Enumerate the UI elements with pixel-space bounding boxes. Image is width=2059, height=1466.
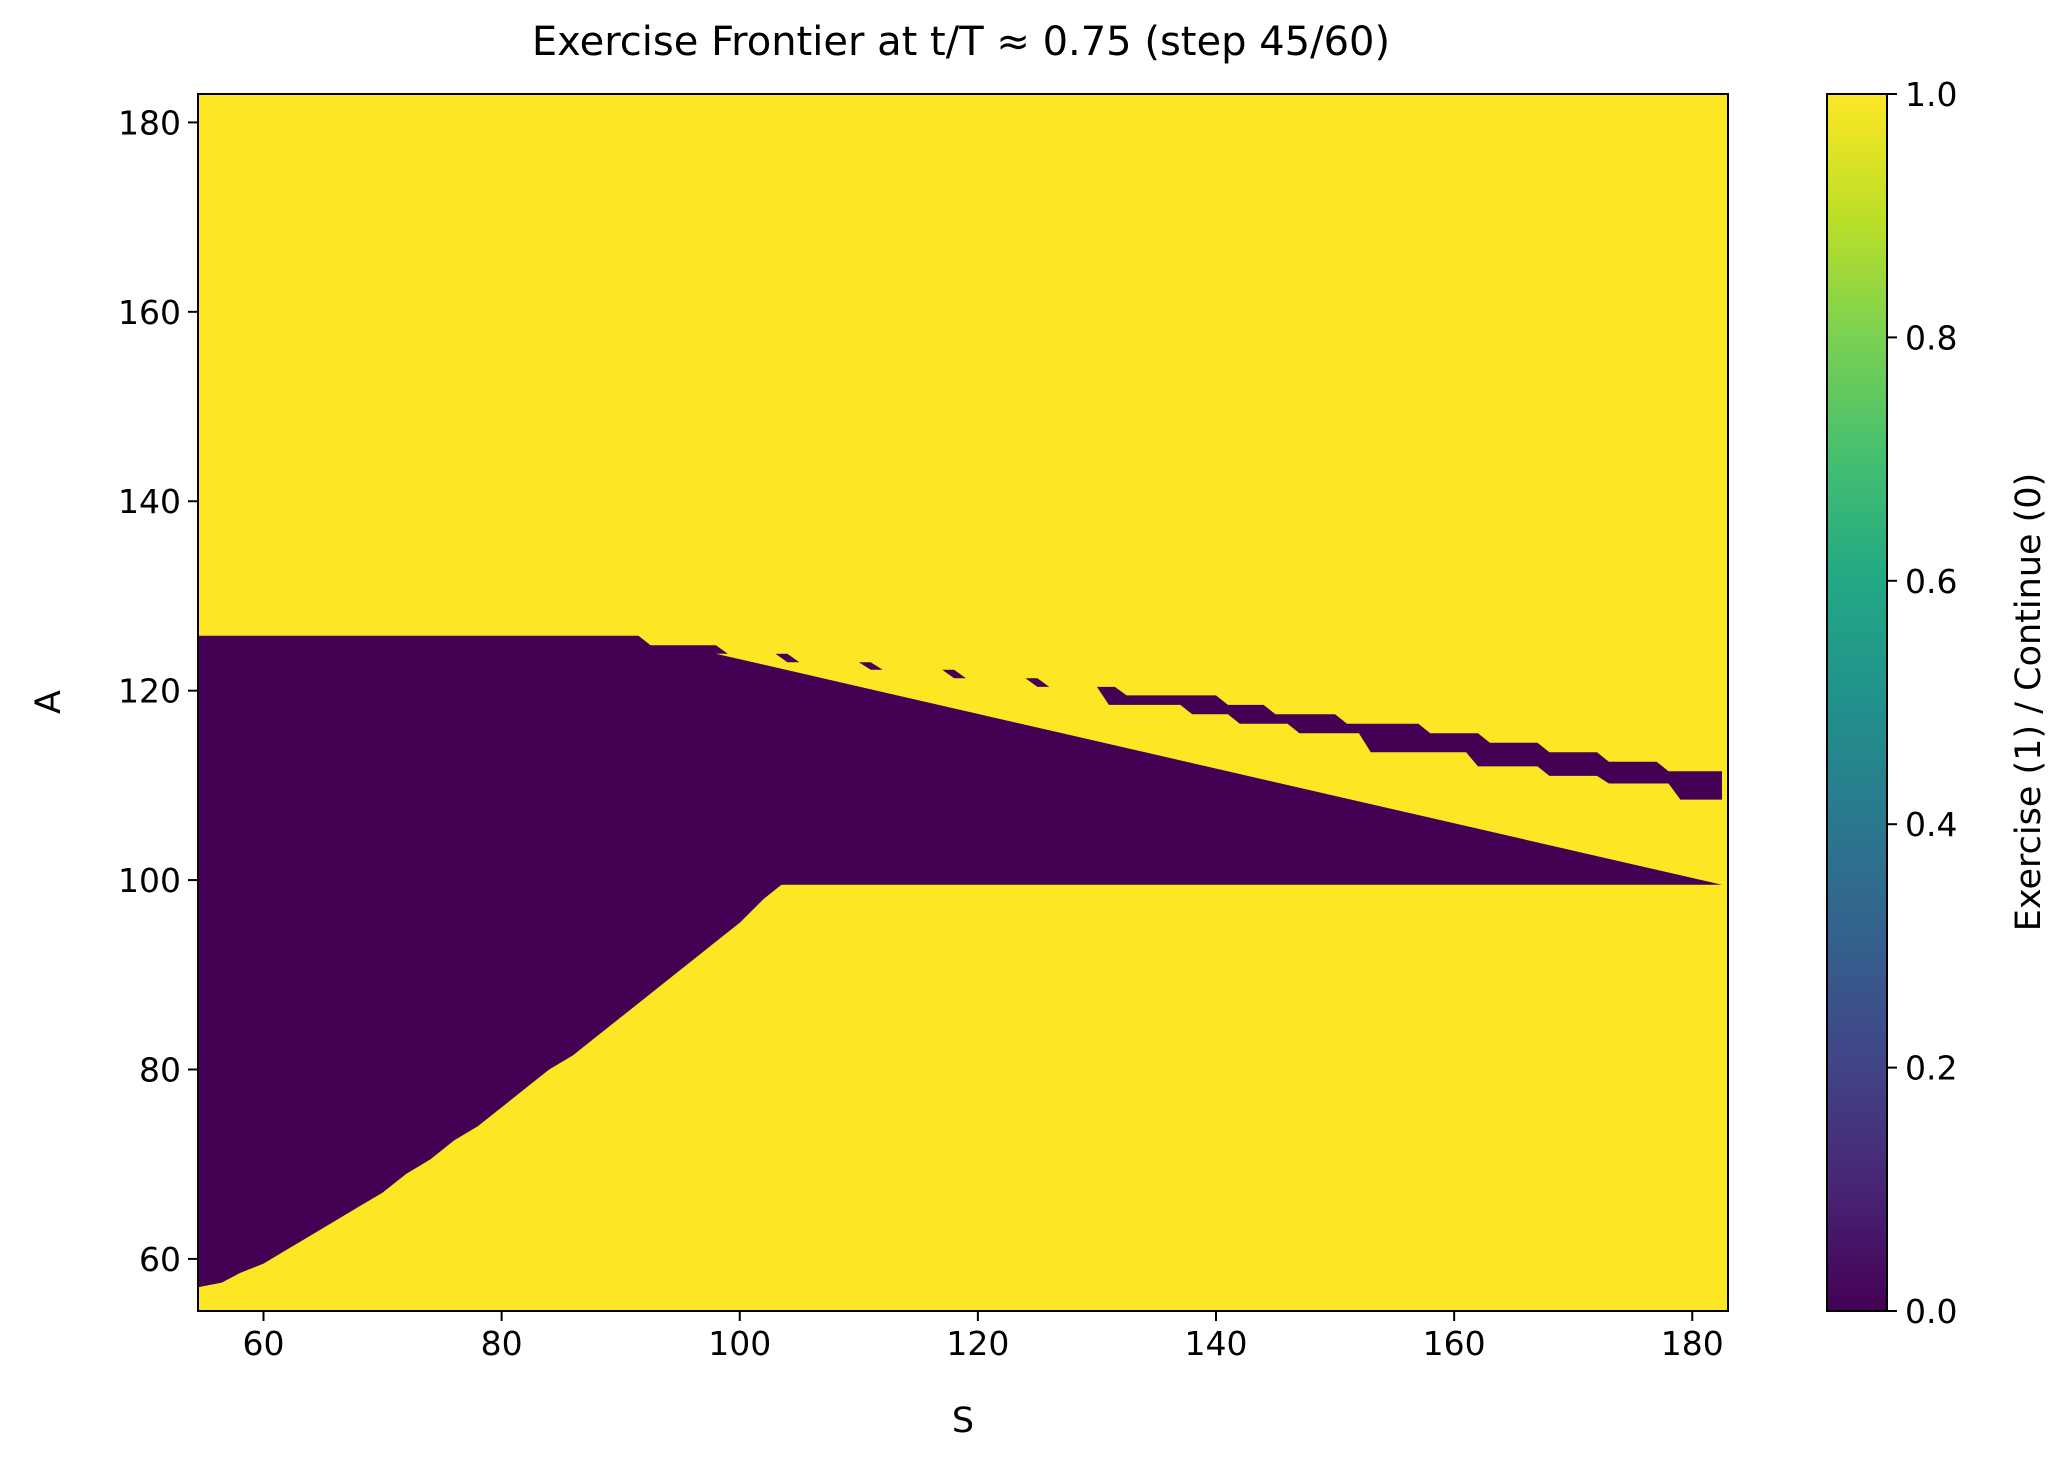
x-tick-label: 140 [1185,1324,1248,1363]
x-tick-label: 60 [242,1324,284,1363]
x-tick-label: 120 [946,1324,1009,1363]
y-tick-label: 180 [118,103,181,142]
chart-title: Exercise Frontier at t/T ≈ 0.75 (step 45… [532,19,1390,65]
x-axis-label: S [952,1401,974,1441]
colorbar-ticks: 0.0 0.2 0.4 0.6 0.8 1.0 [1887,75,1957,1331]
plot-area [197,93,1729,1312]
plot-frame [197,93,1729,1312]
colorbar-tick-label: 0.4 [1905,805,1957,844]
x-tick-label: 180 [1661,1324,1724,1363]
y-tick-label: 160 [118,293,181,332]
y-tick-label: 120 [118,672,181,711]
continue-region [198,635,1722,1288]
y-axis: 60 80 100 120 140 160 180 [118,103,198,1279]
colorbar: 0.0 0.2 0.4 0.6 0.8 1.0 Exercise (1) / Contin… [1826,75,2049,1331]
colorbar-tick-label: 0.2 [1905,1049,1957,1088]
y-axis-label: A [29,690,69,714]
y-tick-label: 100 [118,861,181,900]
x-tick-label: 80 [481,1324,523,1363]
colorbar-tick-label: 0.0 [1905,1292,1957,1331]
colorbar-tick-label: 0.8 [1905,318,1957,357]
y-tick-label: 140 [118,482,181,521]
colorbar-label: Exercise (1) / Continue (0) [2009,473,2049,931]
colorbar-tick-label: 1.0 [1905,75,1957,114]
x-axis: 60 80 100 120 140 160 180 [242,1311,1724,1363]
colorbar-tick-label: 0.6 [1905,562,1957,601]
y-tick-label: 60 [139,1240,181,1279]
colorbar-gradient [1826,93,1888,1312]
x-tick-label: 100 [708,1324,771,1363]
y-tick-label: 80 [139,1050,181,1089]
x-tick-label: 160 [1423,1324,1486,1363]
